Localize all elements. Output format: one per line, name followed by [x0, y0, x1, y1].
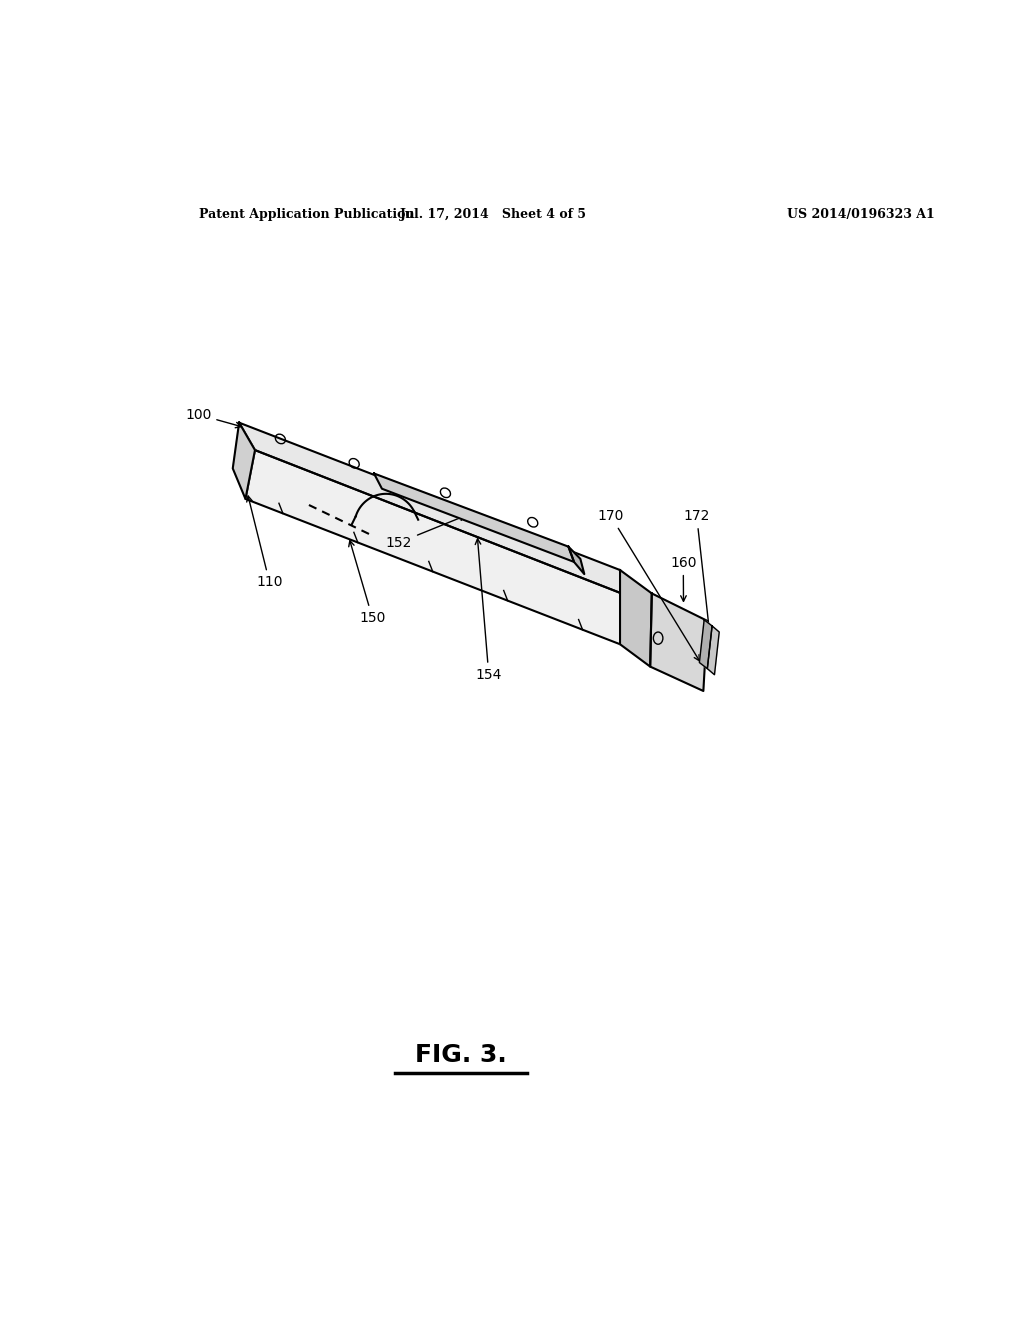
Text: 110: 110: [247, 496, 283, 589]
Text: 150: 150: [349, 541, 386, 624]
Polygon shape: [650, 594, 708, 690]
Text: 160: 160: [670, 556, 696, 602]
Text: US 2014/0196323 A1: US 2014/0196323 A1: [786, 207, 935, 220]
Polygon shape: [699, 620, 712, 669]
Text: 154: 154: [475, 539, 502, 681]
Polygon shape: [246, 450, 632, 644]
Text: Jul. 17, 2014   Sheet 4 of 5: Jul. 17, 2014 Sheet 4 of 5: [399, 207, 587, 220]
Text: 172: 172: [684, 510, 716, 665]
Polygon shape: [708, 626, 719, 675]
Polygon shape: [568, 546, 585, 574]
Text: 170: 170: [598, 510, 699, 661]
Polygon shape: [240, 422, 632, 598]
Polygon shape: [232, 422, 255, 499]
Text: Patent Application Publication: Patent Application Publication: [200, 207, 415, 220]
Text: 100: 100: [185, 408, 242, 428]
Text: 152: 152: [386, 515, 465, 549]
Polygon shape: [620, 570, 652, 667]
Text: FIG. 3.: FIG. 3.: [416, 1043, 507, 1067]
Polygon shape: [374, 474, 574, 562]
